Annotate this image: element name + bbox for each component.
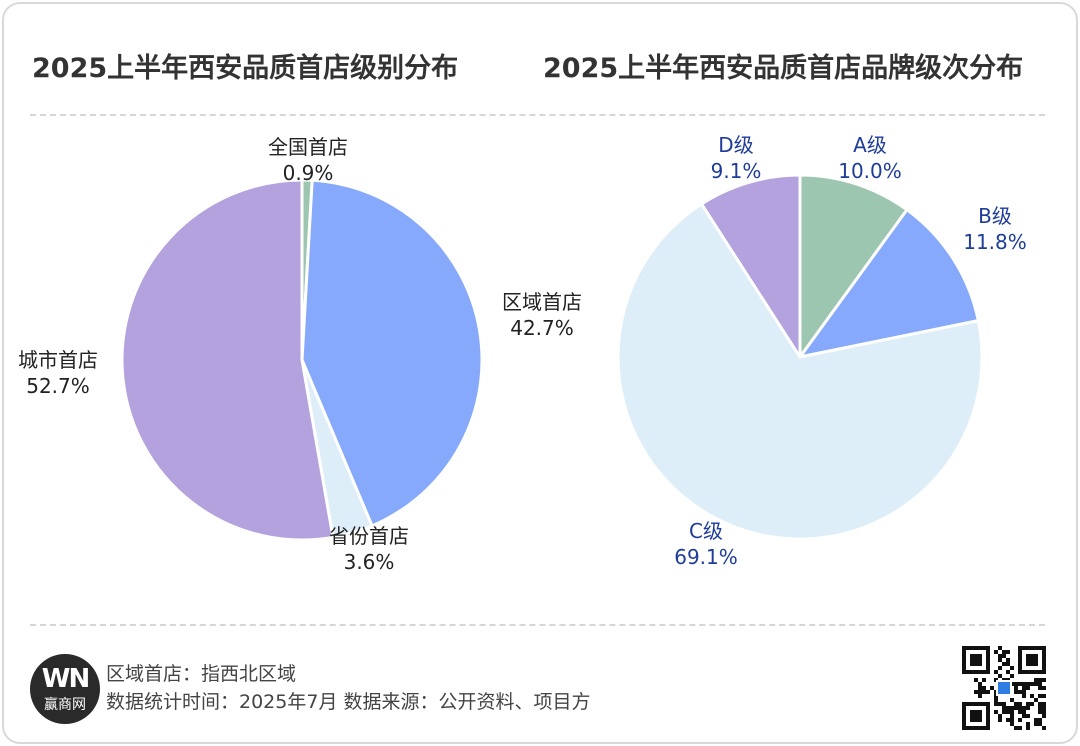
pie1-value-3: 3.6%: [344, 550, 395, 574]
qr-code-icon: [962, 646, 1046, 730]
left-chart-title: 2025上半年西安品质首店级别分布: [32, 53, 459, 84]
logo-mark: WN: [41, 664, 90, 694]
pie1-slice-2: [300, 178, 484, 528]
pie2-slice-4: [700, 173, 802, 359]
pie2-slice-1: [798, 173, 909, 359]
pie2-value-3: 69.1%: [674, 545, 738, 569]
pie2-label-2: B级: [978, 204, 1012, 228]
logo-brand-text: 赢商网: [44, 697, 86, 713]
pie1-value-2: 42.7%: [510, 316, 574, 340]
pie2-value-2: 11.8%: [963, 230, 1027, 254]
footer-source: 数据统计时间：2025年7月 数据来源：公开资料、项目方: [106, 691, 591, 713]
pie2-value-4: 9.1%: [711, 159, 762, 183]
pie2-label-1: A级: [853, 133, 887, 157]
pie1-slice-4: [120, 178, 335, 542]
bottom-divider: [30, 624, 1045, 626]
top-divider: [30, 114, 1045, 116]
pie1-label-2: 区域首店: [502, 290, 582, 314]
pie1-label-3: 省份首店: [329, 524, 409, 548]
footer-note: 区域首店：指西北区域: [106, 663, 297, 685]
pie2-slice-3: [616, 202, 984, 541]
brand-logo: WN 赢商网: [30, 654, 100, 724]
pie2-label-3: C级: [689, 519, 723, 543]
pie2-label-4: D级: [718, 133, 753, 157]
pie2-slice-2: [798, 208, 980, 359]
right-chart-title: 2025上半年西安品质首店品牌级次分布: [543, 53, 1024, 84]
pie1-label-4: 城市首店: [18, 348, 98, 372]
pie1-label-1: 全国首店: [268, 135, 348, 159]
pie1-value-4: 52.7%: [26, 374, 90, 398]
pie1-value-1: 0.9%: [283, 161, 334, 185]
pie2-value-1: 10.0%: [838, 159, 902, 183]
